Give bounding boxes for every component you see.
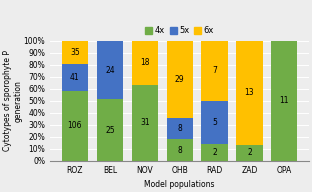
Bar: [132, 41, 158, 85]
Text: 24: 24: [105, 65, 115, 74]
Bar: [202, 41, 228, 101]
Text: 35: 35: [70, 48, 80, 57]
Legend: 4x, 5x, 6x: 4x, 5x, 6x: [142, 23, 217, 39]
Bar: [132, 85, 158, 161]
Bar: [62, 64, 88, 91]
Bar: [271, 41, 297, 161]
Bar: [236, 41, 262, 145]
Bar: [167, 139, 193, 161]
Bar: [97, 99, 123, 161]
Text: 13: 13: [245, 88, 254, 97]
Text: 29: 29: [175, 75, 184, 84]
Text: 2: 2: [212, 148, 217, 157]
X-axis label: Model populations: Model populations: [144, 180, 215, 189]
Text: 2: 2: [247, 148, 252, 157]
Text: 25: 25: [105, 126, 115, 135]
Text: 7: 7: [212, 66, 217, 75]
Text: 5: 5: [212, 118, 217, 127]
Bar: [202, 101, 228, 144]
Y-axis label: Cytotypes of sporophyte P
generation: Cytotypes of sporophyte P generation: [3, 50, 22, 151]
Text: 18: 18: [140, 58, 149, 67]
Bar: [167, 118, 193, 139]
Bar: [167, 41, 193, 118]
Bar: [62, 41, 88, 64]
Bar: [202, 144, 228, 161]
Text: 8: 8: [177, 146, 182, 155]
Text: 31: 31: [140, 118, 149, 127]
Bar: [97, 41, 123, 99]
Text: 106: 106: [68, 121, 82, 130]
Text: 41: 41: [70, 73, 80, 82]
Text: 8: 8: [177, 124, 182, 133]
Bar: [236, 145, 262, 161]
Text: 11: 11: [280, 96, 289, 105]
Bar: [62, 91, 88, 161]
